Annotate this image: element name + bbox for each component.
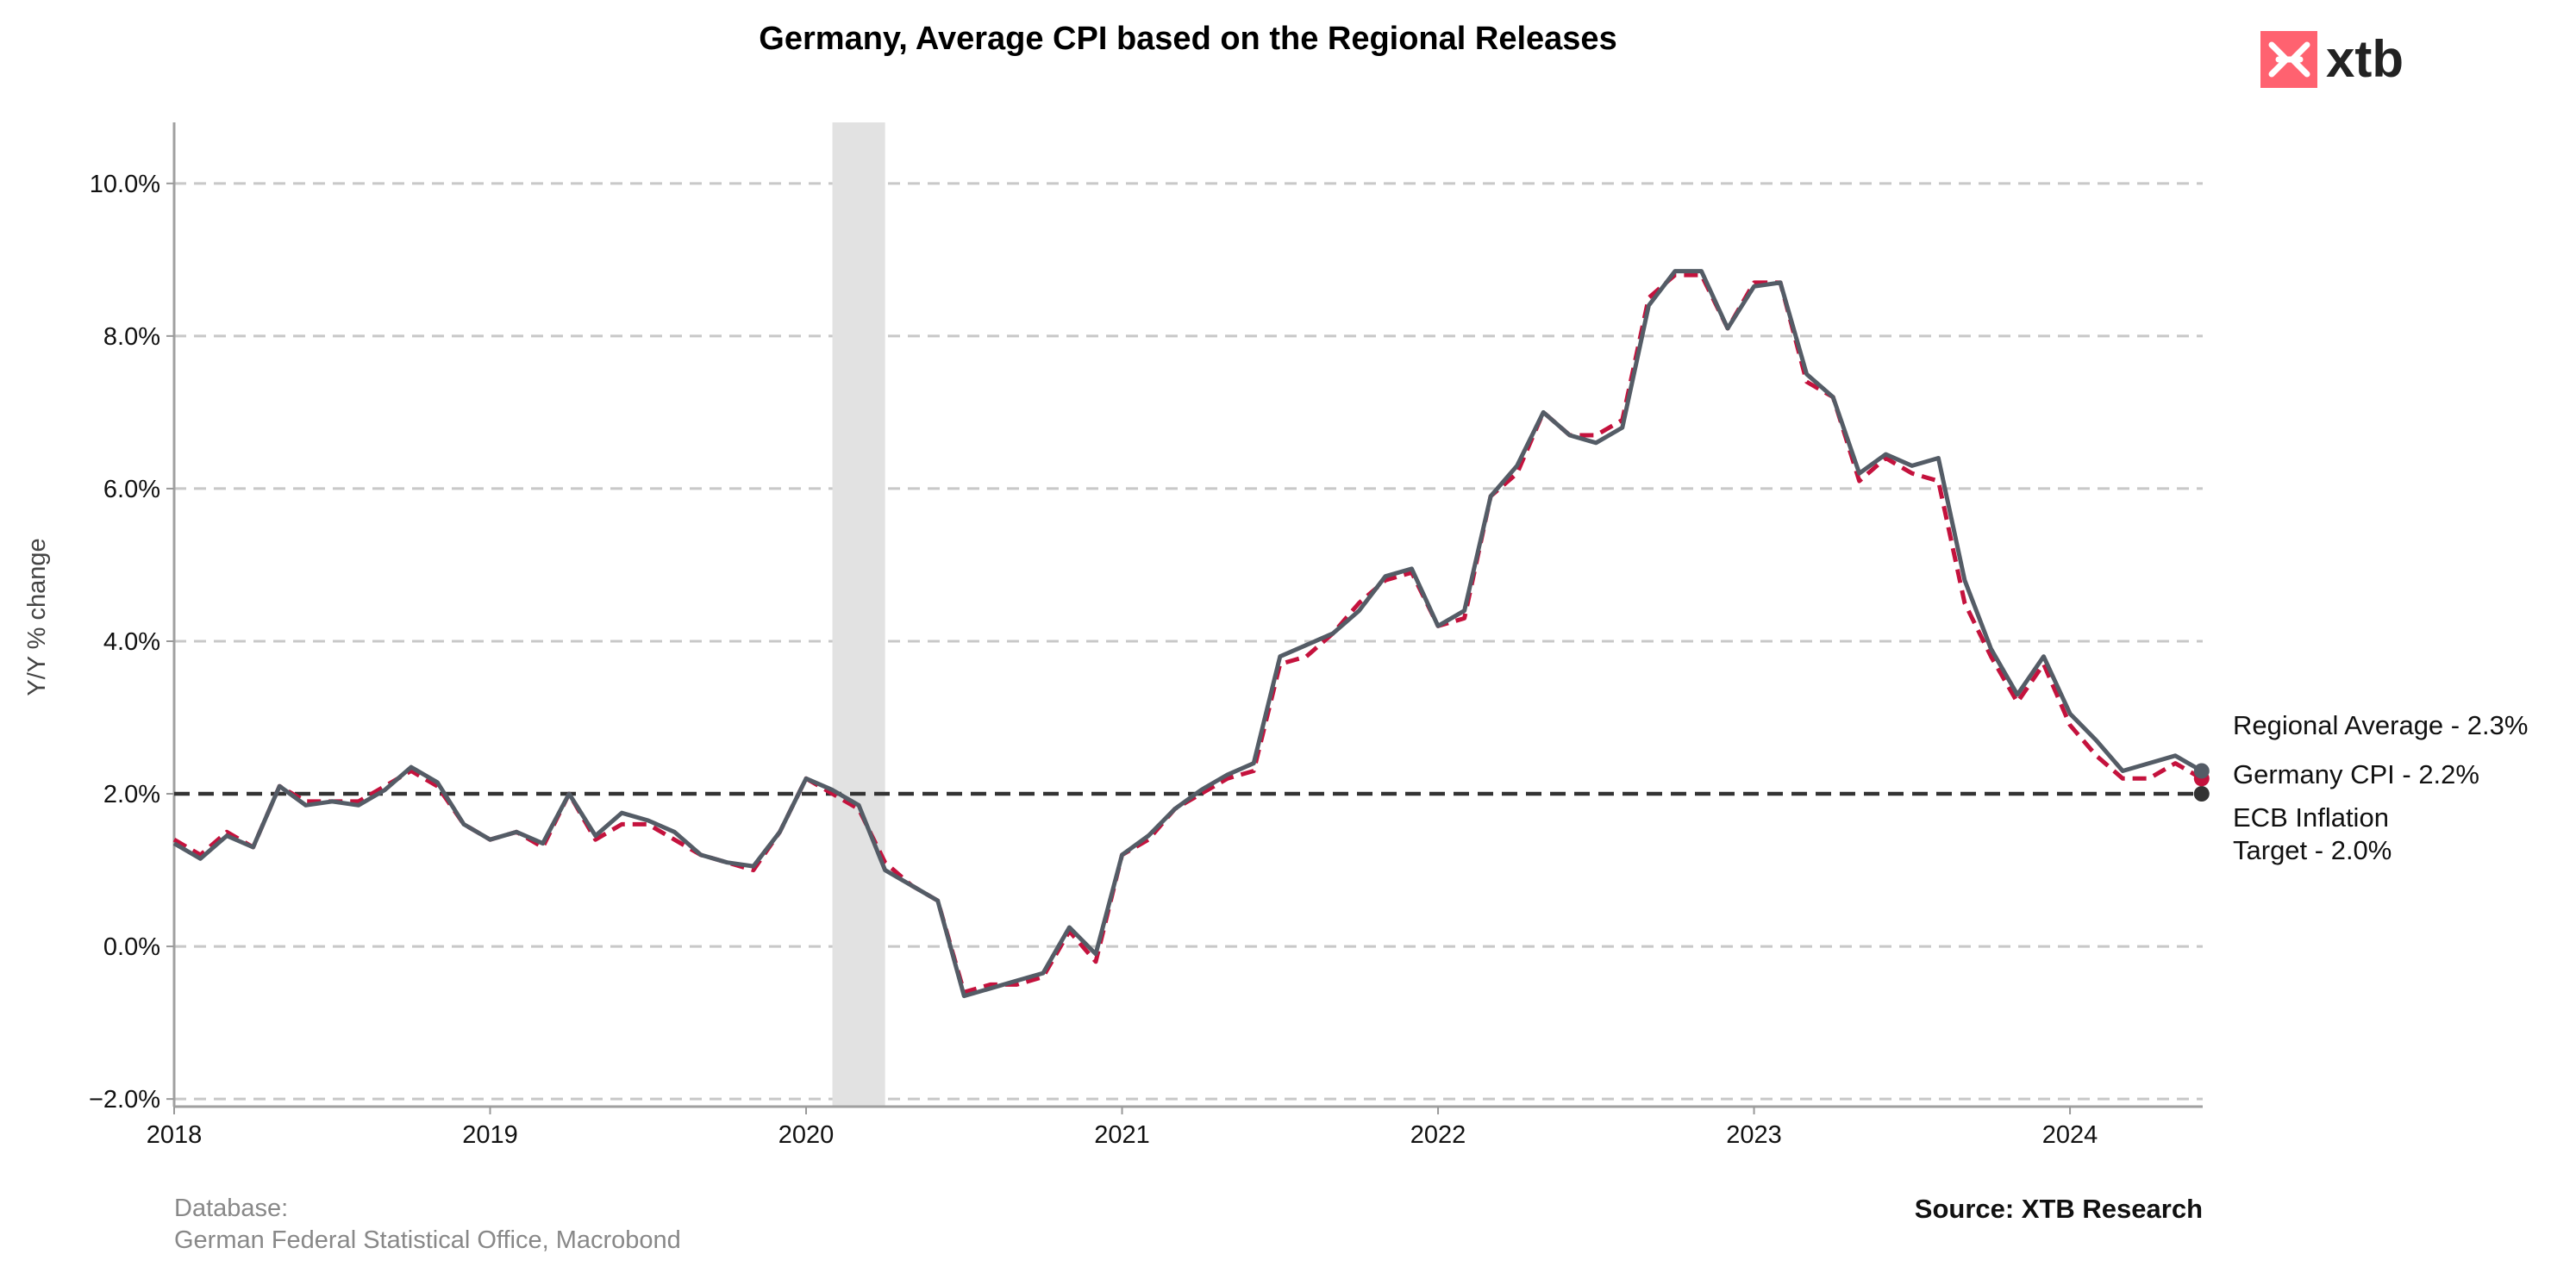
x-tick-label: 2021 — [1094, 1121, 1150, 1149]
y-axis-label: Y/Y % change — [23, 538, 51, 696]
x-tick-label: 2020 — [778, 1121, 835, 1149]
axes-layer — [172, 122, 2203, 1108]
chart-title: Germany, Average CPI based on the Region… — [759, 21, 1616, 57]
end-label: Regional Average - 2.3% — [2233, 710, 2528, 740]
x-tick-label: 2022 — [1410, 1121, 1466, 1149]
ticks-layer: −2.0% 0.0% 2.0% 4.0% 6.0% 8.0% 10.0% 2018 2019 20… — [89, 171, 2098, 1149]
x-tick-label: 2024 — [2042, 1121, 2098, 1149]
x-tick-label: 2019 — [462, 1121, 518, 1149]
grid-layer — [174, 182, 2203, 1101]
y-tick-label: 10.0% — [90, 171, 160, 198]
y-tick-label: −2.0% — [89, 1086, 160, 1114]
xtb-logo: xtb — [2260, 30, 2404, 88]
x-tick-label: 2018 — [147, 1121, 203, 1149]
logo-text: xtb — [2326, 30, 2404, 88]
end-label: Germany CPI - 2.2% — [2233, 759, 2479, 789]
series-layer — [172, 269, 2210, 999]
x-mark-icon — [2268, 41, 2310, 78]
shaded-period — [832, 122, 885, 1107]
end-label: Target - 2.0% — [2233, 835, 2392, 865]
y-tick-label: 0.0% — [103, 933, 160, 961]
end-label: ECB Inflation — [2233, 802, 2389, 833]
x-tick-label: 2023 — [1726, 1121, 1782, 1149]
y-tick-label: 2.0% — [103, 781, 160, 808]
database-label: Database: — [174, 1195, 288, 1222]
series-line-regional-average — [172, 269, 2204, 999]
ecb-target-end-marker — [2193, 786, 2210, 802]
y-tick-label: 8.0% — [103, 323, 160, 351]
series-line-germany-cpi — [172, 272, 2204, 995]
y-tick-label: 4.0% — [103, 628, 160, 656]
end-labels-layer: Regional Average - 2.3% Germany CPI - 2.2… — [2233, 710, 2528, 865]
source-label: Source: XTB Research — [1915, 1194, 2203, 1224]
database-sources: German Federal Statistical Office, Macro… — [174, 1226, 681, 1254]
shade-layer — [832, 122, 885, 1107]
regional-average-end-marker — [2193, 763, 2210, 779]
y-tick-label: 6.0% — [103, 476, 160, 503]
